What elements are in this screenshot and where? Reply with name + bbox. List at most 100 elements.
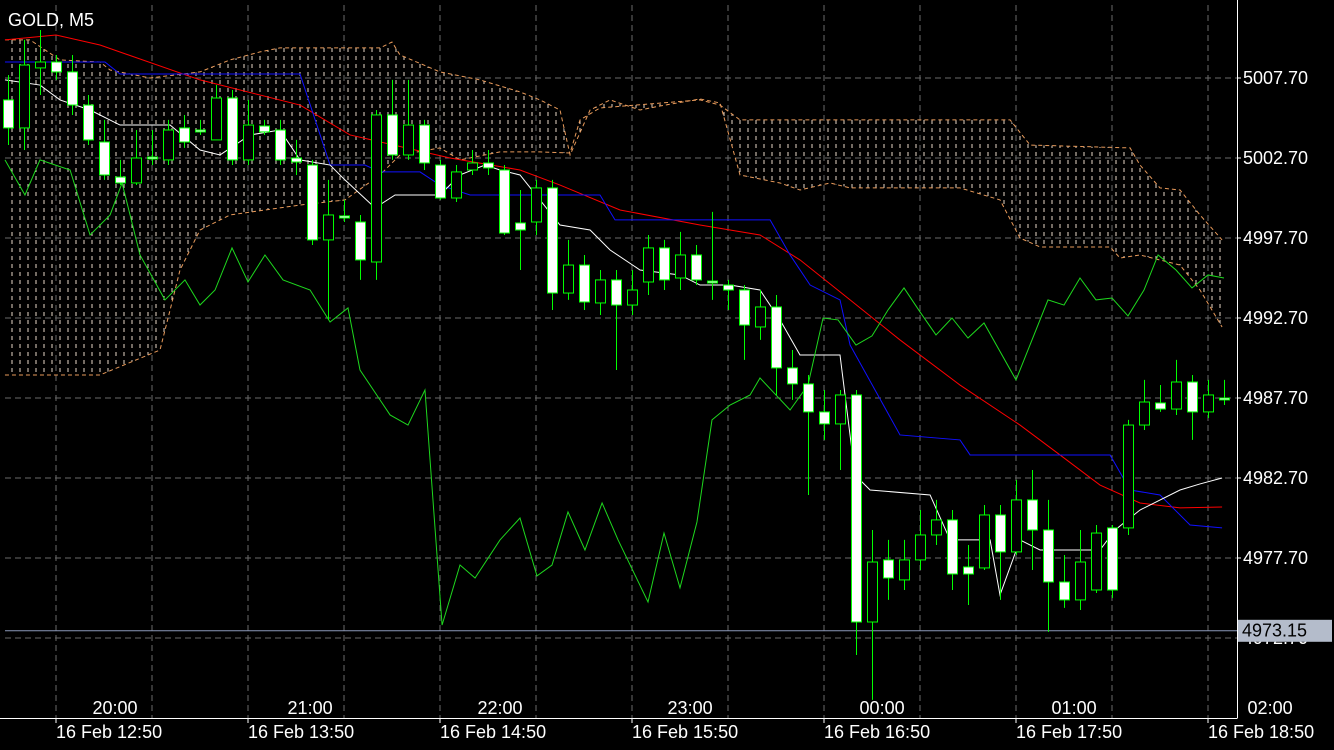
candle-body bbox=[611, 279, 622, 306]
candle-body bbox=[259, 125, 270, 133]
y-tick-label: 5002.70 bbox=[1243, 148, 1308, 168]
candle-body bbox=[547, 187, 558, 294]
candle-body bbox=[467, 162, 478, 171]
candle-body bbox=[1219, 397, 1230, 401]
candle-body bbox=[195, 129, 206, 133]
candle-body bbox=[451, 171, 462, 199]
candle-body bbox=[3, 99, 14, 129]
candle-body bbox=[323, 214, 334, 241]
candle-body bbox=[403, 124, 414, 156]
candle-body bbox=[915, 534, 926, 561]
x-top-tick-label: 01:00 bbox=[1052, 698, 1097, 718]
candle-body bbox=[707, 280, 718, 284]
grid bbox=[5, 5, 1237, 718]
candle-body bbox=[67, 71, 78, 106]
candle-body bbox=[275, 129, 286, 161]
candle-body bbox=[787, 367, 798, 385]
candle-body bbox=[435, 164, 446, 199]
candle-body bbox=[579, 264, 590, 303]
candle-body bbox=[1139, 401, 1150, 426]
x-tick-label: 16 Feb 13:50 bbox=[248, 722, 354, 742]
x-tick-label: 16 Feb 14:50 bbox=[440, 722, 546, 742]
candle-body bbox=[1123, 424, 1134, 529]
candle-body bbox=[883, 559, 894, 579]
candle-body bbox=[851, 394, 862, 623]
candle-body bbox=[131, 157, 142, 184]
bid-label: 4973.15 bbox=[1242, 621, 1307, 641]
x-top-tick-label: 20:00 bbox=[93, 698, 138, 718]
candle-body bbox=[371, 114, 382, 263]
cloud-hatch bbox=[4, 39, 1223, 375]
candle-body bbox=[51, 61, 62, 73]
indicator-line bbox=[4, 34, 1223, 509]
candle-body bbox=[1091, 532, 1102, 591]
indicator-line bbox=[4, 159, 1225, 626]
cloud bbox=[4, 39, 1223, 375]
candle-body bbox=[515, 222, 526, 231]
candle-body bbox=[1027, 499, 1038, 531]
candle-body bbox=[83, 104, 94, 141]
candle-body bbox=[1059, 581, 1070, 601]
candle-body bbox=[931, 519, 942, 536]
candle-body bbox=[291, 157, 302, 163]
candle-body bbox=[771, 306, 782, 369]
candle-body bbox=[675, 254, 686, 279]
labels: 5007.70 5002.70 4997.70 4992.70 4987.70 4982.… bbox=[55, 68, 1332, 742]
candle-body bbox=[723, 284, 734, 291]
x-tick-label: 16 Feb 12:50 bbox=[56, 722, 162, 742]
x-tick-label: 16 Feb 15:50 bbox=[632, 722, 738, 742]
candle-body bbox=[835, 394, 846, 425]
candle-body bbox=[387, 114, 398, 156]
candle-body bbox=[1043, 529, 1054, 583]
y-tick-label: 5007.70 bbox=[1243, 68, 1308, 88]
candle-body bbox=[243, 124, 254, 161]
candle-body bbox=[627, 289, 638, 306]
candle-body bbox=[211, 97, 222, 141]
candle-body bbox=[595, 279, 606, 304]
y-tick-label: 4997.70 bbox=[1243, 228, 1308, 248]
candle-body bbox=[19, 64, 30, 129]
candle-body bbox=[227, 97, 238, 161]
candle-body bbox=[419, 124, 430, 164]
candle-body bbox=[1171, 381, 1182, 410]
candle-body bbox=[659, 247, 670, 281]
indicator-line bbox=[4, 99, 1223, 376]
candle-body bbox=[755, 306, 766, 328]
x-tick-label: 16 Feb 16:50 bbox=[824, 722, 930, 742]
x-tick-label: 16 Feb 18:50 bbox=[1208, 722, 1314, 742]
x-top-tick-label: 02:00 bbox=[1248, 698, 1293, 718]
candle-body bbox=[1107, 527, 1118, 591]
candle-body bbox=[947, 519, 958, 575]
candle-body bbox=[115, 176, 126, 184]
candle-body bbox=[739, 289, 750, 326]
x-top-tick-label: 22:00 bbox=[477, 698, 522, 718]
candle-body bbox=[1155, 402, 1166, 410]
chart-title: GOLD, M5 bbox=[8, 10, 94, 30]
candle-body bbox=[499, 169, 510, 234]
candle-body bbox=[307, 164, 318, 241]
candle-body bbox=[1011, 499, 1022, 553]
bid-label-box bbox=[1238, 619, 1332, 642]
candle-body bbox=[1187, 381, 1198, 413]
candle-body bbox=[995, 514, 1006, 553]
candle-body bbox=[147, 156, 158, 160]
y-tick-label: 4987.70 bbox=[1243, 388, 1308, 408]
candles bbox=[3, 30, 1230, 700]
candle-body bbox=[867, 561, 878, 623]
candle-body bbox=[819, 411, 830, 425]
candle-body bbox=[803, 383, 814, 413]
candle-body bbox=[963, 566, 974, 575]
candle-body bbox=[483, 162, 494, 169]
x-top-tick-label: 00:00 bbox=[860, 698, 905, 718]
candle-body bbox=[979, 514, 990, 569]
candle-body bbox=[563, 264, 574, 294]
x-tick-label: 16 Feb 17:50 bbox=[1016, 722, 1122, 742]
candle-body bbox=[163, 129, 174, 161]
candle-body bbox=[531, 187, 542, 223]
candle-body bbox=[1203, 394, 1214, 413]
candle-body bbox=[35, 61, 46, 69]
candle-body bbox=[1075, 561, 1086, 601]
candle-body bbox=[643, 247, 654, 283]
